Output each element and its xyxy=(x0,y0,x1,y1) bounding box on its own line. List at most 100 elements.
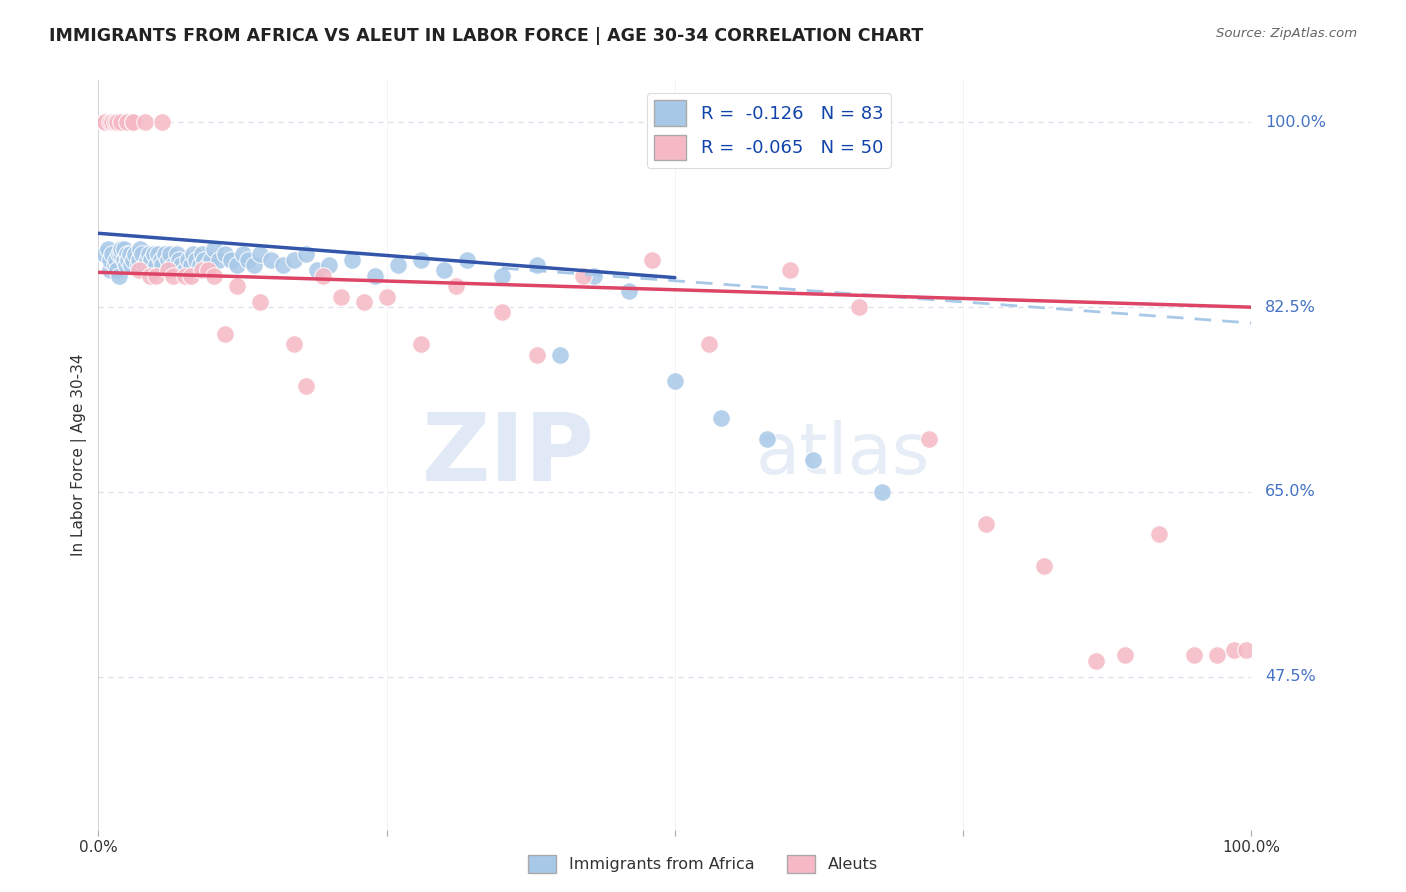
Point xyxy=(202,242,225,256)
Point xyxy=(200,252,222,267)
Point xyxy=(191,263,214,277)
Point xyxy=(97,242,120,256)
Point xyxy=(364,268,387,283)
Point xyxy=(103,115,125,129)
Point xyxy=(122,115,145,129)
Point xyxy=(283,337,305,351)
Point xyxy=(131,247,153,261)
Point xyxy=(617,285,640,299)
Point xyxy=(181,247,204,261)
Point xyxy=(93,247,115,261)
Point xyxy=(433,263,456,277)
Point xyxy=(129,242,152,256)
Point xyxy=(260,252,283,267)
Point xyxy=(664,374,686,388)
Point xyxy=(1084,654,1107,668)
Point xyxy=(1234,643,1257,657)
Point xyxy=(188,258,211,272)
Point xyxy=(283,252,305,267)
Point xyxy=(155,247,177,261)
Point xyxy=(108,247,131,261)
Point xyxy=(180,258,202,272)
Point xyxy=(117,247,139,261)
Point xyxy=(93,115,115,129)
Point xyxy=(174,263,197,277)
Point xyxy=(917,432,939,446)
Point xyxy=(411,252,433,267)
Point xyxy=(219,252,242,267)
Point xyxy=(186,252,208,267)
Point xyxy=(710,411,733,425)
Point xyxy=(387,258,409,272)
Point xyxy=(1114,648,1136,663)
Point xyxy=(167,252,190,267)
Point xyxy=(120,258,142,272)
Text: atlas: atlas xyxy=(755,420,929,490)
Point xyxy=(166,247,188,261)
Point xyxy=(191,247,214,261)
Point xyxy=(124,247,146,261)
Point xyxy=(197,258,219,272)
Point xyxy=(641,252,664,267)
Point xyxy=(1223,643,1246,657)
Point xyxy=(134,115,156,129)
Point xyxy=(159,247,181,261)
Point xyxy=(156,252,179,267)
Point xyxy=(110,242,132,256)
Point xyxy=(202,268,225,283)
Point xyxy=(456,252,478,267)
Point xyxy=(134,258,156,272)
Text: 100.0%: 100.0% xyxy=(1265,115,1326,130)
Point xyxy=(139,268,162,283)
Text: IMMIGRANTS FROM AFRICA VS ALEUT IN LABOR FORCE | AGE 30-34 CORRELATION CHART: IMMIGRANTS FROM AFRICA VS ALEUT IN LABOR… xyxy=(49,27,924,45)
Point xyxy=(271,258,294,272)
Point xyxy=(112,242,135,256)
Point xyxy=(105,115,128,129)
Point xyxy=(872,484,894,499)
Point xyxy=(94,115,117,129)
Point xyxy=(101,115,124,129)
Point xyxy=(329,290,352,304)
Point xyxy=(145,268,167,283)
Point xyxy=(98,115,121,129)
Point xyxy=(526,258,548,272)
Point xyxy=(312,268,335,283)
Point xyxy=(174,268,197,283)
Point xyxy=(142,247,165,261)
Point xyxy=(128,252,150,267)
Point xyxy=(145,258,167,272)
Point xyxy=(491,268,513,283)
Point xyxy=(699,337,721,351)
Point xyxy=(1147,527,1170,541)
Point xyxy=(208,252,231,267)
Point xyxy=(101,247,124,261)
Point xyxy=(225,279,247,293)
Point xyxy=(110,247,132,261)
Point xyxy=(974,516,997,531)
Point xyxy=(295,247,318,261)
Point xyxy=(148,247,170,261)
Point xyxy=(1205,648,1227,663)
Point xyxy=(197,263,219,277)
Point xyxy=(231,247,254,261)
Text: 82.5%: 82.5% xyxy=(1265,300,1316,315)
Point xyxy=(548,348,571,362)
Point xyxy=(353,294,375,309)
Point xyxy=(249,294,271,309)
Point xyxy=(1032,558,1054,573)
Point xyxy=(238,252,260,267)
Point xyxy=(135,252,157,267)
Point xyxy=(295,379,318,393)
Point xyxy=(117,115,139,129)
Legend: R =  -0.126   N = 83, R =  -0.065   N = 50: R = -0.126 N = 83, R = -0.065 N = 50 xyxy=(647,93,890,168)
Point xyxy=(105,263,128,277)
Point xyxy=(214,247,236,261)
Point xyxy=(526,348,548,362)
Point xyxy=(1182,648,1205,663)
Point xyxy=(98,263,121,277)
Y-axis label: In Labor Force | Age 30-34: In Labor Force | Age 30-34 xyxy=(72,353,87,557)
Point xyxy=(170,258,193,272)
Point xyxy=(108,268,131,283)
Point xyxy=(180,268,202,283)
Point xyxy=(115,258,138,272)
